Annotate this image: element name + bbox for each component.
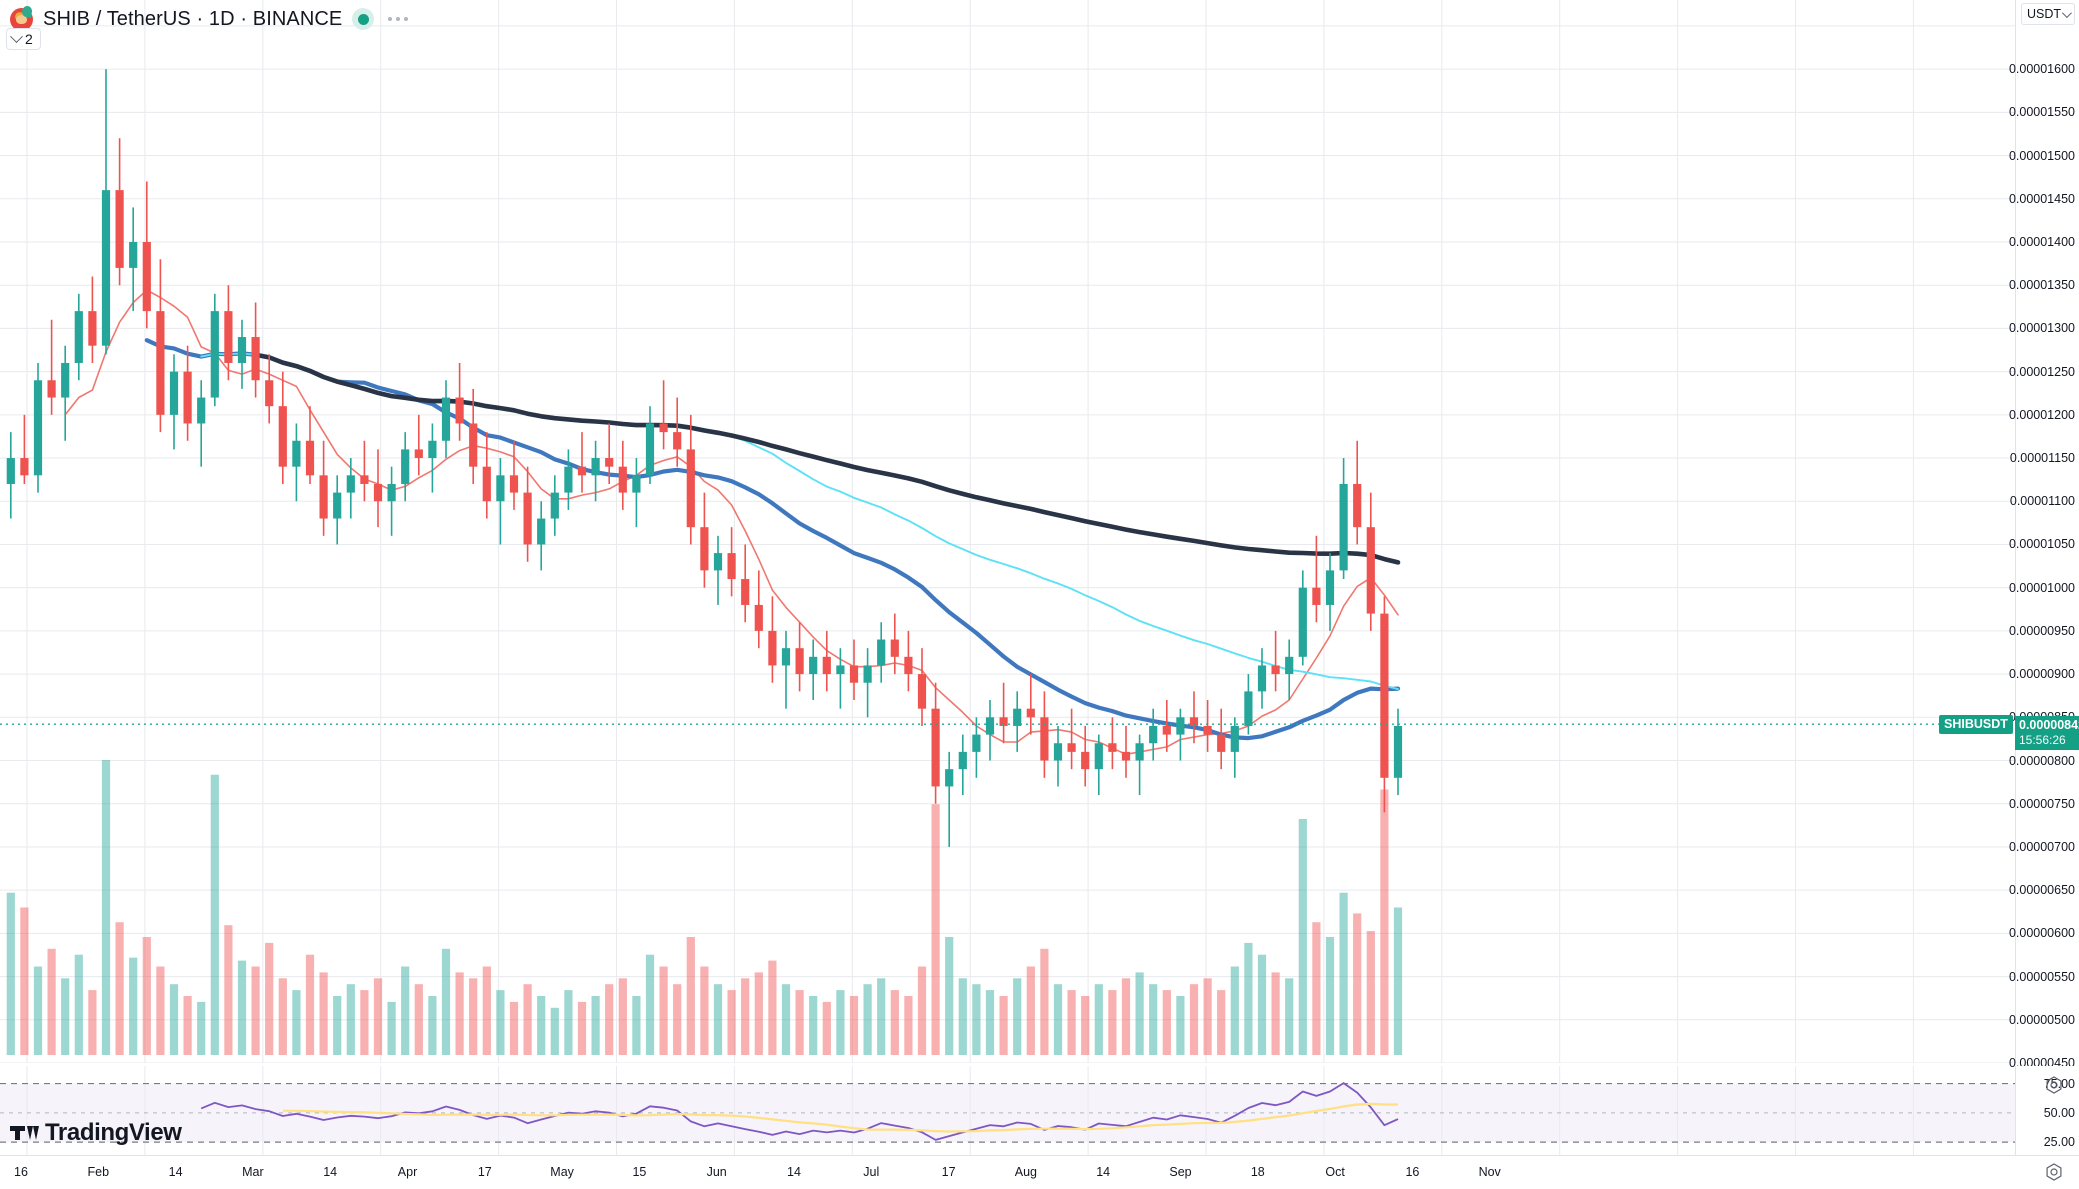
price-axis-tick: 0.00000750 bbox=[2008, 796, 2075, 811]
time-axis-settings-icon[interactable] bbox=[2044, 1162, 2064, 1182]
price-axis-tick: 0.00000550 bbox=[2008, 969, 2075, 984]
time-axis-tick: 15 bbox=[632, 1165, 647, 1179]
tradingview-watermark: TradingView bbox=[10, 1119, 182, 1147]
last-price-value: 0.00000842 bbox=[2019, 718, 2079, 733]
layer-count-label: 2 bbox=[25, 31, 33, 47]
price-axis-tick: 0.00001200 bbox=[2008, 407, 2075, 422]
time-axis-tick: Apr bbox=[397, 1165, 418, 1179]
price-axis-tick: 0.00000600 bbox=[2008, 926, 2075, 941]
price-axis-tick: 0.00000500 bbox=[2008, 1012, 2075, 1027]
shib-logo-icon bbox=[10, 7, 33, 31]
market-status-icon[interactable] bbox=[352, 8, 375, 30]
last-price-symbol-tag: SHIBUSDT bbox=[1939, 715, 2013, 735]
price-axis-tick: 0.00000900 bbox=[2008, 667, 2075, 682]
rsi-axis-tick: 50.00 bbox=[2043, 1105, 2075, 1120]
time-axis-tick: 17 bbox=[477, 1165, 492, 1179]
time-axis[interactable]: 16 Feb 14 Mar 14 Apr 17 May 15 Jun 14 Jul 17 Aug 14 Sep… bbox=[0, 1155, 2079, 1189]
time-axis-tick: Aug bbox=[1014, 1165, 1038, 1179]
price-axis-tick: 0.00001100 bbox=[2009, 494, 2075, 509]
time-axis-tick: 16 bbox=[14, 1165, 28, 1179]
price-axis-tick: 0.00000650 bbox=[2008, 883, 2075, 898]
price-axis-tick: 0.00000800 bbox=[2008, 753, 2075, 768]
price-axis-tick: 0.00001450 bbox=[2008, 191, 2075, 206]
chart-header: SHIB / TetherUS · 1D · BINANCE bbox=[0, 0, 2079, 38]
price-axis-tick: 0.00001500 bbox=[2008, 148, 2075, 163]
time-axis-tick: 14 bbox=[168, 1165, 183, 1179]
chevron-down-icon bbox=[10, 29, 23, 43]
rsi-axis-tick: 25.00 bbox=[2043, 1135, 2075, 1150]
symbol-title[interactable]: SHIB / TetherUS · 1D · BINANCE bbox=[43, 7, 343, 30]
price-axis-tick: 0.00001250 bbox=[2008, 364, 2075, 379]
price-axis-tick: 0.00000950 bbox=[2008, 623, 2075, 638]
time-axis-tick: 18 bbox=[1250, 1165, 1265, 1179]
time-axis-tick: 14 bbox=[1096, 1165, 1111, 1179]
time-axis-tick: Nov bbox=[1478, 1165, 1501, 1179]
price-axis-tick: 0.00000700 bbox=[2008, 839, 2075, 854]
time-axis-tick: 14 bbox=[787, 1165, 801, 1179]
price-axis-tick: 0.00001400 bbox=[2008, 234, 2075, 249]
last-price-badge[interactable]: 0.00000842 15:56:26 bbox=[2015, 716, 2079, 751]
price-axis-settings-icon[interactable] bbox=[2044, 1075, 2064, 1095]
price-axis-tick: 0.00001150 bbox=[2009, 451, 2075, 466]
time-axis-tick: Jun bbox=[706, 1165, 727, 1179]
rsi-axis[interactable]: 75.00 50.00 25.00 bbox=[2015, 1066, 2079, 1155]
time-axis-tick: Oct bbox=[1325, 1165, 1345, 1179]
price-axis-tick: 0.00001000 bbox=[2008, 580, 2075, 595]
price-axis-tick: 0.00001550 bbox=[2008, 105, 2075, 120]
layer-count-badge[interactable]: 2 bbox=[6, 28, 41, 50]
price-axis-tick: 0.00001350 bbox=[2008, 278, 2075, 293]
price-axis-tick: 0.00001600 bbox=[2008, 62, 2075, 77]
price-axis[interactable]: 0.00001600 0.00001550 0.00001500 0.00001450… bbox=[2009, 0, 2079, 1070]
price-pane[interactable] bbox=[0, 0, 2015, 1063]
more-options-icon[interactable] bbox=[384, 11, 412, 27]
time-axis-tick: 14 bbox=[323, 1165, 338, 1179]
time-axis-tick: Jul bbox=[863, 1165, 880, 1179]
time-axis-tick: 16 bbox=[1405, 1165, 1420, 1179]
chevron-down-icon bbox=[2061, 7, 2072, 18]
time-axis-tick: 17 bbox=[941, 1165, 956, 1179]
currency-selector[interactable]: USDT bbox=[2021, 3, 2075, 25]
time-axis-tick: Mar bbox=[242, 1165, 264, 1179]
bar-countdown: 15:56:26 bbox=[2019, 733, 2066, 748]
rsi-pane[interactable] bbox=[0, 1066, 2015, 1155]
time-axis-tick: Feb bbox=[87, 1165, 110, 1179]
watermark-label: TradingView bbox=[45, 1119, 182, 1146]
currency-label: USDT bbox=[2027, 7, 2062, 21]
price-axis-tick: 0.00001300 bbox=[2008, 321, 2075, 336]
time-axis-tick: May bbox=[550, 1165, 574, 1179]
time-axis-tick: Sep bbox=[1169, 1165, 1192, 1179]
price-axis-tick: 0.00001050 bbox=[2008, 537, 2075, 552]
